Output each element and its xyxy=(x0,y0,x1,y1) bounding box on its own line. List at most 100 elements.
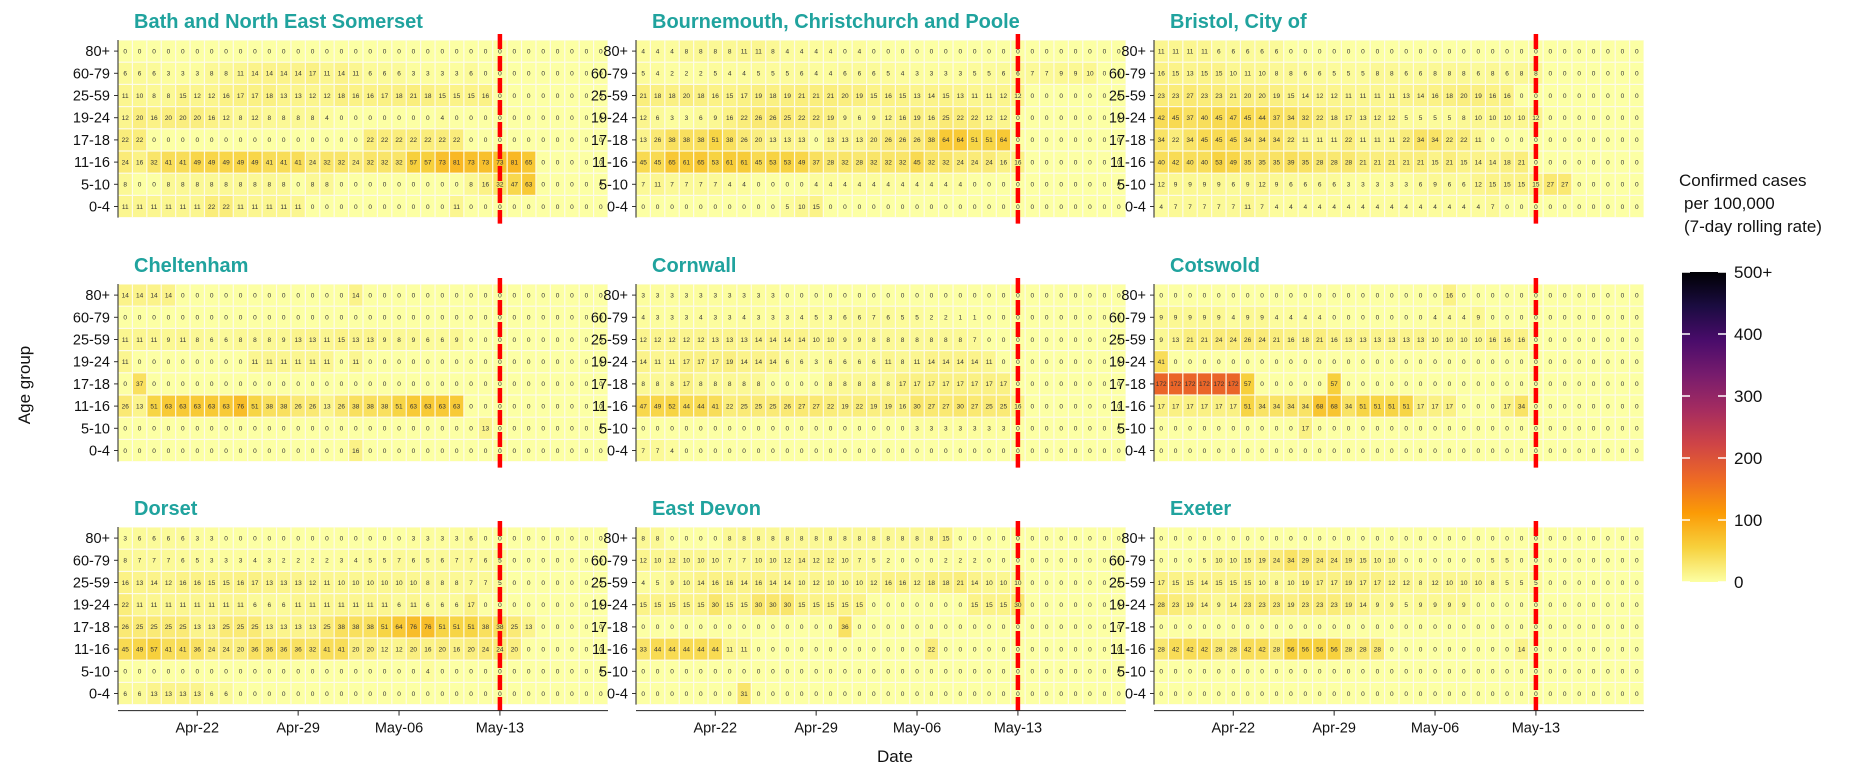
cell-value-label: 6 xyxy=(829,359,833,366)
age-group-tick-label: 60-79 xyxy=(73,66,110,82)
cell-value-label: 6 xyxy=(469,71,473,78)
cell-value-label: 0 xyxy=(1621,71,1625,78)
cell-value-label: 0 xyxy=(771,204,775,211)
cell-value-label: 0 xyxy=(440,48,444,55)
cell-value-label: 4 xyxy=(1304,315,1308,322)
cell-value-label: 0 xyxy=(181,292,185,299)
cell-value-label: 0 xyxy=(1563,381,1567,388)
cell-value-label: 6 xyxy=(858,359,862,366)
cell-value-label: 0 xyxy=(944,292,948,299)
cell-value-label: 0 xyxy=(239,691,243,698)
heatmap-cell xyxy=(435,151,449,173)
cell-value-label: 0 xyxy=(599,204,603,211)
cell-value-label: 0 xyxy=(123,448,127,455)
cell-value-label: 0 xyxy=(368,535,372,542)
cell-value-label: 0 xyxy=(1549,159,1553,166)
cell-value-label: 0 xyxy=(585,137,589,144)
cell-value-label: 51 xyxy=(1359,403,1367,410)
cell-value-label: 0 xyxy=(944,646,948,653)
cell-value-label: 17 xyxy=(971,381,979,388)
cell-value-label: 0 xyxy=(1433,292,1437,299)
cell-value-label: 61 xyxy=(683,159,691,166)
cell-value-label: 11 xyxy=(309,359,316,366)
cell-value-label: 8 xyxy=(641,381,645,388)
cell-value-label: 17 xyxy=(712,359,720,366)
heatmap-cell xyxy=(349,40,363,62)
cell-value-label: 45 xyxy=(1244,115,1252,122)
cell-value-label: 0 xyxy=(858,204,862,211)
cell-value-label: 13 xyxy=(266,624,274,631)
cell-value-label: 0 xyxy=(1361,292,1365,299)
cell-value-label: 0 xyxy=(1621,359,1625,366)
cell-value-label: 0 xyxy=(484,48,488,55)
cell-value-label: 0 xyxy=(1059,159,1063,166)
cell-value-label: 12 xyxy=(381,646,389,653)
heatmap-cell xyxy=(233,107,248,129)
cell-value-label: 0 xyxy=(513,204,517,211)
cell-value-label: 12 xyxy=(885,115,893,122)
cell-value-label: 0 xyxy=(1592,115,1596,122)
cell-value-label: 9 xyxy=(858,337,862,344)
cell-value-label: 22 xyxy=(827,403,835,410)
cell-value-label: 0 xyxy=(138,48,142,55)
cell-value-label: 0 xyxy=(1448,558,1452,565)
age-group-tick-label: 80+ xyxy=(1121,288,1146,304)
cell-value-label: 8 xyxy=(814,535,818,542)
cell-value-label: 14 xyxy=(928,93,936,100)
cell-value-label: 8 xyxy=(1433,71,1437,78)
cell-value-label: 3 xyxy=(814,359,818,366)
cell-value-label: 6 xyxy=(800,359,804,366)
cell-value-label: 23 xyxy=(1316,602,1324,609)
cell-value-label: 0 xyxy=(987,292,991,299)
cell-value-label: 20 xyxy=(439,646,447,653)
cell-value-label: 10 xyxy=(1287,580,1295,587)
cell-value-label: 8 xyxy=(253,182,257,189)
age-group-tick-label: 60-79 xyxy=(1109,66,1146,82)
panel-title: Bristol, City of xyxy=(1170,11,1307,33)
cell-value-label: 0 xyxy=(340,182,344,189)
cell-value-label: 26 xyxy=(122,624,130,631)
heatmap-cell xyxy=(133,107,147,129)
cell-value-label: 0 xyxy=(253,315,257,322)
cell-value-label: 4 xyxy=(426,669,430,676)
cell-value-label: 7 xyxy=(1231,204,1235,211)
cell-value-label: 0 xyxy=(1031,646,1035,653)
cell-value-label: 6 xyxy=(469,535,473,542)
heatmap-cell xyxy=(147,151,161,173)
cell-value-label: 0 xyxy=(570,669,574,676)
cell-value-label: 23 xyxy=(1244,602,1252,609)
cell-value-label: 0 xyxy=(195,315,199,322)
cell-value-label: 0 xyxy=(800,691,804,698)
cell-value-label: 19 xyxy=(1273,93,1281,100)
cell-value-label: 0 xyxy=(513,535,517,542)
cell-value-label: 0 xyxy=(1016,646,1020,653)
cell-value-label: 0 xyxy=(296,535,300,542)
cell-value-label: 0 xyxy=(412,315,416,322)
cell-value-label: 0 xyxy=(1045,292,1049,299)
cell-value-label: 0 xyxy=(570,691,574,698)
heatmap-cell xyxy=(406,173,421,195)
cell-value-label: 0 xyxy=(800,381,804,388)
cell-value-label: 0 xyxy=(1174,558,1178,565)
cell-value-label: 0 xyxy=(541,535,545,542)
cell-value-label: 0 xyxy=(1534,292,1538,299)
cell-value-label: 0 xyxy=(1074,115,1078,122)
cell-value-label: 51 xyxy=(1244,403,1252,410)
cell-value-label: 11 xyxy=(237,602,244,609)
cell-value-label: 0 xyxy=(1635,315,1639,322)
cell-value-label: 0 xyxy=(412,448,416,455)
cell-value-label: 0 xyxy=(484,292,488,299)
heatmap-cell xyxy=(579,151,593,173)
cell-value-label: 0 xyxy=(1621,535,1625,542)
cell-value-label: 11 xyxy=(1316,137,1323,144)
cell-value-label: 4 xyxy=(1448,204,1452,211)
heatmap-cell xyxy=(924,40,939,62)
cell-value-label: 3 xyxy=(829,315,833,322)
cell-value-label: 0 xyxy=(570,602,574,609)
cell-value-label: 0 xyxy=(1318,426,1322,433)
heatmap-cell xyxy=(349,129,363,151)
cell-value-label: 0 xyxy=(484,204,488,211)
cell-value-label: 63 xyxy=(439,403,447,410)
cell-value-label: 0 xyxy=(1332,292,1336,299)
cell-value-label: 0 xyxy=(656,669,660,676)
